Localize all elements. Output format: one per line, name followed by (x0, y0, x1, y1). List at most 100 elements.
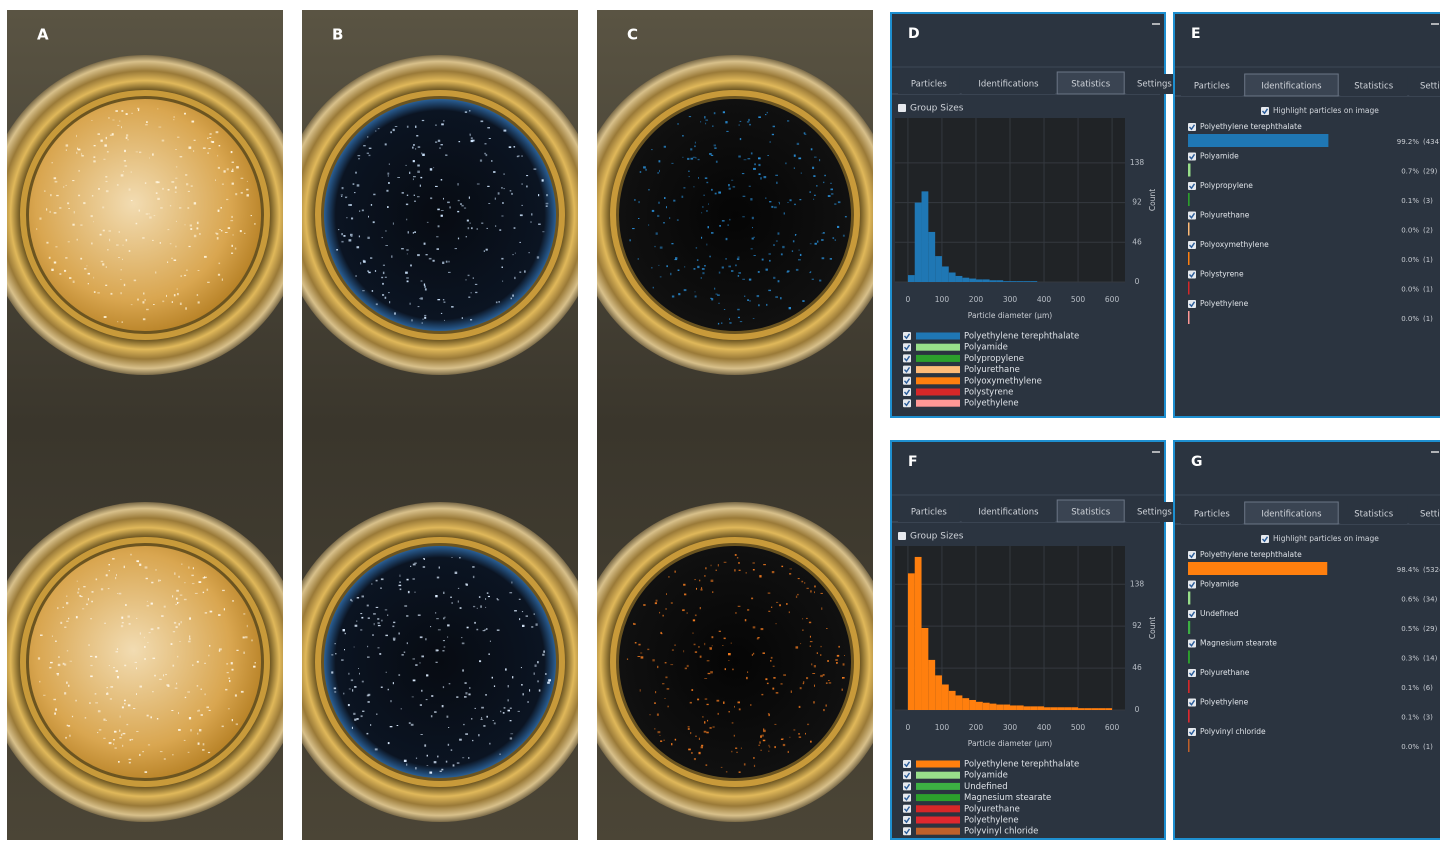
particle (836, 654, 840, 657)
checkbox[interactable] (1188, 610, 1196, 618)
particle (476, 607, 478, 609)
tab[interactable] (1181, 504, 1243, 524)
checkbox[interactable] (903, 354, 911, 363)
particle (814, 242, 817, 245)
particle (89, 702, 91, 704)
particle (100, 588, 104, 591)
particle (728, 184, 730, 187)
particle (775, 174, 778, 176)
particle (382, 282, 384, 285)
particle (244, 636, 248, 639)
particle (508, 146, 512, 148)
particle (760, 735, 762, 738)
particle (643, 166, 646, 169)
checkbox[interactable] (1261, 107, 1269, 115)
particle (771, 133, 774, 136)
checkbox[interactable] (1188, 152, 1196, 161)
checkbox[interactable] (903, 804, 911, 813)
tab[interactable] (898, 502, 960, 522)
particle (768, 610, 771, 612)
checkbox[interactable] (903, 827, 911, 836)
checkbox[interactable] (903, 771, 911, 780)
tab[interactable] (1126, 502, 1183, 522)
particle (548, 679, 551, 681)
tab[interactable] (1409, 76, 1440, 96)
tab[interactable] (1126, 74, 1183, 94)
particle (718, 271, 721, 274)
legend-label: Polyethylene terephthalate (964, 760, 1079, 770)
checkbox[interactable] (903, 816, 911, 824)
checkbox[interactable] (1188, 123, 1196, 131)
particle (674, 259, 678, 261)
checkbox[interactable] (1188, 300, 1196, 308)
checkbox[interactable] (903, 388, 911, 396)
share-bar (1188, 222, 1190, 236)
particle (496, 598, 498, 600)
checkbox[interactable] (898, 532, 906, 540)
particle (188, 640, 191, 643)
particle (546, 194, 548, 197)
particle (90, 675, 93, 678)
checkbox[interactable] (1261, 535, 1269, 543)
checkbox[interactable] (903, 332, 911, 340)
x-tick-label: 300 (1003, 295, 1018, 304)
checkbox[interactable] (898, 104, 906, 112)
checkbox[interactable] (903, 793, 911, 802)
particle (798, 705, 801, 708)
particle (514, 252, 516, 254)
tab-label: Particles (911, 508, 947, 518)
particle (376, 713, 378, 715)
particle (677, 123, 679, 125)
particle (353, 646, 355, 648)
particle (158, 579, 160, 582)
histogram-bar (975, 701, 983, 710)
tab[interactable] (961, 74, 1056, 94)
tab[interactable] (1340, 504, 1408, 524)
checkbox[interactable] (1188, 698, 1196, 707)
checkbox[interactable] (1188, 639, 1196, 648)
checkbox[interactable] (1188, 270, 1196, 279)
checkbox[interactable] (903, 782, 911, 791)
particle (736, 751, 738, 753)
particle (127, 704, 131, 707)
particle (155, 181, 159, 184)
particle (76, 134, 77, 138)
checkbox[interactable] (1188, 241, 1196, 249)
checkbox[interactable] (903, 399, 911, 408)
tab[interactable] (1409, 504, 1440, 524)
histogram-bar (989, 280, 997, 282)
particle (841, 688, 843, 691)
tab[interactable] (1340, 76, 1408, 96)
particle (146, 308, 149, 311)
particle (354, 192, 356, 194)
checkbox[interactable] (903, 760, 911, 768)
tab[interactable] (1056, 499, 1125, 523)
tab[interactable] (961, 502, 1056, 522)
tab[interactable] (1056, 71, 1125, 95)
particle (223, 170, 226, 173)
checkbox[interactable] (1188, 580, 1196, 589)
tab[interactable] (1244, 73, 1339, 97)
checkbox[interactable] (1188, 182, 1196, 190)
particle (370, 204, 373, 206)
particle (507, 699, 509, 702)
particle (128, 623, 131, 625)
material-name: Polyethylene terephthalate (1200, 550, 1302, 559)
checkbox[interactable] (1188, 551, 1196, 559)
particle (768, 744, 770, 747)
checkbox[interactable] (903, 376, 911, 385)
particle (387, 742, 390, 745)
particle (509, 592, 513, 594)
tab[interactable] (1181, 76, 1243, 96)
tab[interactable] (1244, 501, 1339, 525)
particle (424, 288, 427, 291)
checkbox[interactable] (903, 365, 911, 374)
checkbox[interactable] (903, 343, 911, 352)
checkbox[interactable] (1188, 728, 1196, 736)
particle (105, 190, 109, 193)
checkbox[interactable] (1188, 669, 1196, 677)
particle (137, 560, 139, 563)
tab[interactable] (898, 74, 960, 94)
checkbox[interactable] (1188, 211, 1196, 220)
particle (802, 629, 804, 631)
